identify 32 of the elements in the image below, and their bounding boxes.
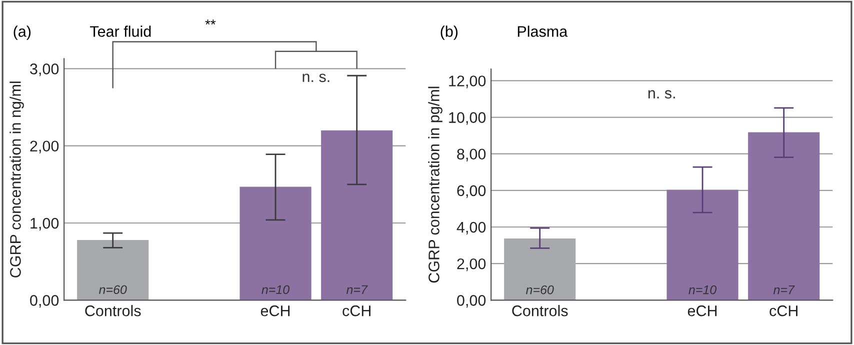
chart-subtitle: Plasma xyxy=(518,26,568,37)
x-tick-label: eCH xyxy=(688,305,717,316)
y-tick-label: 4,00 xyxy=(456,222,486,234)
annotation: n=10 xyxy=(262,285,290,294)
annotation: n=7 xyxy=(773,285,795,294)
y-tick-label: 3,00 xyxy=(30,64,59,76)
annotation: n=7 xyxy=(346,285,368,294)
text: ** xyxy=(205,20,216,25)
chart-title: (a) xyxy=(14,26,31,40)
x-tick-label: cCH xyxy=(342,305,370,316)
y-tick-label: 1,00 xyxy=(30,218,59,230)
y-tick-label: 12,00 xyxy=(449,76,486,88)
chart-title: (b) xyxy=(440,26,458,40)
x-tick-label: eCH xyxy=(260,305,290,316)
y-axis-title: CGRP concentration in pg/ml xyxy=(428,86,442,283)
annotation: n=10 xyxy=(688,285,716,294)
annotation: n. s. xyxy=(302,74,330,82)
y-tick-label: 0,00 xyxy=(457,295,486,308)
x-tick-label: Controls xyxy=(85,305,141,316)
y-tick-label: 6,00 xyxy=(457,185,486,198)
y-tick-label: 10,00 xyxy=(449,112,486,125)
y-tick-label: 8,00 xyxy=(457,148,486,162)
annotation: n=60 xyxy=(98,285,127,294)
y-tick-label: 0,00 xyxy=(30,295,59,308)
x-tick-label: Controls xyxy=(512,305,568,316)
y-tick-label: 2,00 xyxy=(457,258,486,272)
y-axis-title: CGRP concentration in ng/ml xyxy=(10,82,24,278)
y-tick-label: 2,00 xyxy=(30,140,59,154)
x-tick-label: cCH xyxy=(770,305,798,316)
annotation: n=60 xyxy=(526,285,554,294)
chart-subtitle: Tear fluid xyxy=(90,26,151,37)
annotation: n. s. xyxy=(648,90,675,99)
